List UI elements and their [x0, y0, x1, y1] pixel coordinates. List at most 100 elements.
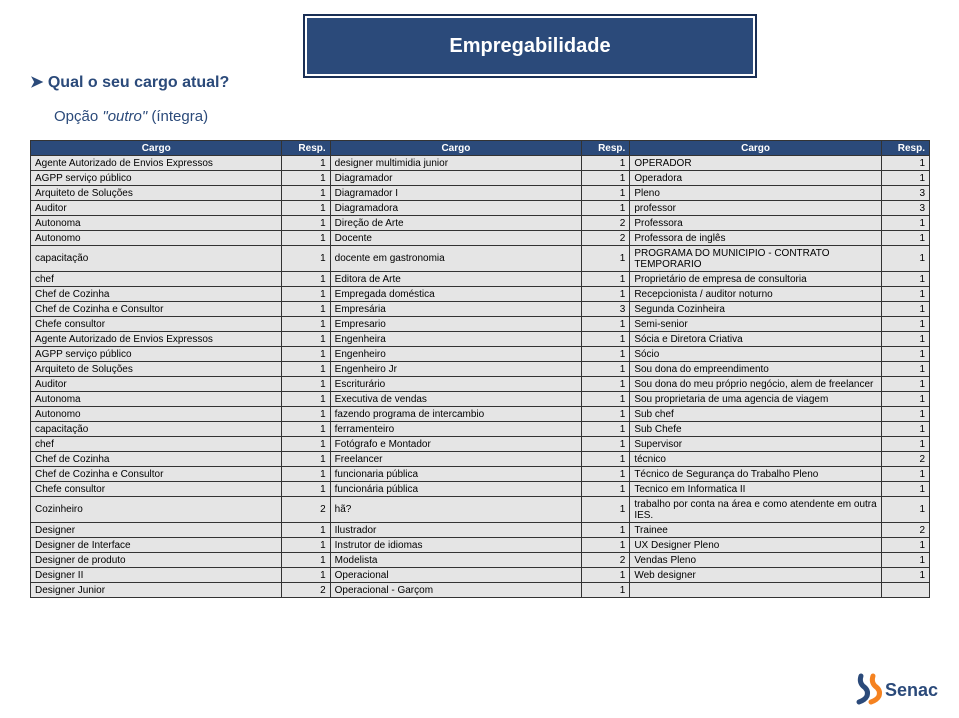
cell-resp: 1: [881, 568, 929, 583]
cell-cargo: Empresario: [330, 317, 581, 332]
cell-resp: 1: [881, 422, 929, 437]
cell-cargo: Autonomo: [31, 407, 282, 422]
cell-resp: 1: [282, 332, 330, 347]
cell-resp: 2: [582, 231, 630, 246]
cell-cargo: AGPP serviço público: [31, 171, 282, 186]
cell-resp: 1: [282, 362, 330, 377]
cell-resp: 1: [282, 377, 330, 392]
cell-resp: 1: [282, 302, 330, 317]
cell-cargo: Escriturário: [330, 377, 581, 392]
cell-cargo: Chefe consultor: [31, 317, 282, 332]
cell-cargo: Diagramador: [330, 171, 581, 186]
cell-cargo: Fotógrafo e Montador: [330, 437, 581, 452]
cell-resp: 1: [582, 186, 630, 201]
cell-cargo: Autonoma: [31, 392, 282, 407]
table-row: Autonomo1fazendo programa de intercambio…: [31, 407, 930, 422]
cell-resp: 1: [282, 317, 330, 332]
cell-cargo: UX Designer Pleno: [630, 538, 881, 553]
data-table-wrap: Cargo Resp. Cargo Resp. Cargo Resp. Agen…: [30, 140, 930, 598]
cell-cargo: Freelancer: [330, 452, 581, 467]
cell-cargo: trabalho por conta na área e como atende…: [630, 497, 881, 523]
cell-resp: 1: [881, 272, 929, 287]
table-row: Chef de Cozinha1Freelancer1técnico2: [31, 452, 930, 467]
table-body: Agente Autorizado de Envios Expressos1de…: [31, 156, 930, 598]
cell-cargo: Editora de Arte: [330, 272, 581, 287]
cell-cargo: Sou dona do empreendimento: [630, 362, 881, 377]
cell-cargo: Diagramadora: [330, 201, 581, 216]
cell-cargo: Vendas Pleno: [630, 553, 881, 568]
table-row: Designer de Interface1Instrutor de idiom…: [31, 538, 930, 553]
cell-resp: 1: [881, 467, 929, 482]
cell-cargo: Modelista: [330, 553, 581, 568]
cell-cargo: Arquiteto de Soluções: [31, 186, 282, 201]
cell-resp: 1: [881, 377, 929, 392]
cell-cargo: Designer de produto: [31, 553, 282, 568]
cell-resp: 1: [282, 201, 330, 216]
cell-cargo: Sócia e Diretora Criativa: [630, 332, 881, 347]
cell-cargo: Ilustrador: [330, 523, 581, 538]
cell-cargo: Operacional - Garçom: [330, 583, 581, 598]
cell-resp: 1: [582, 437, 630, 452]
cell-resp: 2: [282, 583, 330, 598]
table-row: Chefe consultor1funcionária pública1Tecn…: [31, 482, 930, 497]
cell-cargo: Proprietário de empresa de consultoria: [630, 272, 881, 287]
cell-cargo: Chef de Cozinha: [31, 452, 282, 467]
th-resp-2: Resp.: [582, 141, 630, 156]
cell-resp: 1: [282, 171, 330, 186]
cell-resp: 1: [282, 246, 330, 272]
cell-resp: 1: [881, 156, 929, 171]
cell-resp: 2: [282, 497, 330, 523]
cell-cargo: Chef de Cozinha e Consultor: [31, 302, 282, 317]
cell-resp: 3: [881, 186, 929, 201]
cell-cargo: Sócio: [630, 347, 881, 362]
cell-cargo: técnico: [630, 452, 881, 467]
cell-resp: 1: [881, 171, 929, 186]
cell-cargo: Pleno: [630, 186, 881, 201]
table-row: Auditor1Diagramadora1professor3: [31, 201, 930, 216]
cell-resp: 1: [582, 347, 630, 362]
table-row: Arquiteto de Soluções1Engenheiro Jr1Sou …: [31, 362, 930, 377]
cell-cargo: hã?: [330, 497, 581, 523]
cell-cargo: Chefe consultor: [31, 482, 282, 497]
cell-cargo: Empregada doméstica: [330, 287, 581, 302]
table-row: Chef de Cozinha e Consultor1funcionaria …: [31, 467, 930, 482]
cell-cargo: designer multimidia junior: [330, 156, 581, 171]
cell-cargo: Designer de Interface: [31, 538, 282, 553]
cell-resp: 1: [282, 216, 330, 231]
table-row: Autonoma1Direção de Arte2Professora1: [31, 216, 930, 231]
cell-resp: 3: [881, 201, 929, 216]
cell-cargo: Designer Junior: [31, 583, 282, 598]
cell-cargo: capacitação: [31, 246, 282, 272]
cell-resp: 1: [582, 156, 630, 171]
cell-cargo: docente em gastronomia: [330, 246, 581, 272]
cell-cargo: chef: [31, 437, 282, 452]
cell-resp: 2: [582, 216, 630, 231]
table-row: Arquiteto de Soluções1Diagramador I1Plen…: [31, 186, 930, 201]
th-cargo-3: Cargo: [630, 141, 881, 156]
cell-cargo: Operadora: [630, 171, 881, 186]
table-row: Agente Autorizado de Envios Expressos1En…: [31, 332, 930, 347]
cell-resp: 3: [582, 302, 630, 317]
cell-resp: 1: [582, 332, 630, 347]
table-row: Agente Autorizado de Envios Expressos1de…: [31, 156, 930, 171]
cell-resp: 1: [881, 392, 929, 407]
option-quote: "outro": [102, 108, 147, 125]
cell-cargo: Empresária: [330, 302, 581, 317]
option-text: Opção "outro" (íntegra): [54, 108, 208, 125]
cell-resp: 1: [582, 287, 630, 302]
cell-resp: 1: [582, 246, 630, 272]
cell-cargo: Professora: [630, 216, 881, 231]
cell-resp: 1: [582, 362, 630, 377]
cell-resp: 1: [881, 231, 929, 246]
cell-cargo: Auditor: [31, 201, 282, 216]
cell-resp: 1: [282, 467, 330, 482]
cell-resp: 1: [582, 452, 630, 467]
question-text: Qual o seu cargo atual?: [30, 72, 229, 92]
cell-cargo: Semi-senior: [630, 317, 881, 332]
cell-cargo: funcionaria pública: [330, 467, 581, 482]
cell-resp: 1: [282, 231, 330, 246]
cell-resp: 1: [282, 422, 330, 437]
cell-cargo: AGPP serviço público: [31, 347, 282, 362]
cell-cargo: Agente Autorizado de Envios Expressos: [31, 156, 282, 171]
cell-resp: 1: [881, 347, 929, 362]
